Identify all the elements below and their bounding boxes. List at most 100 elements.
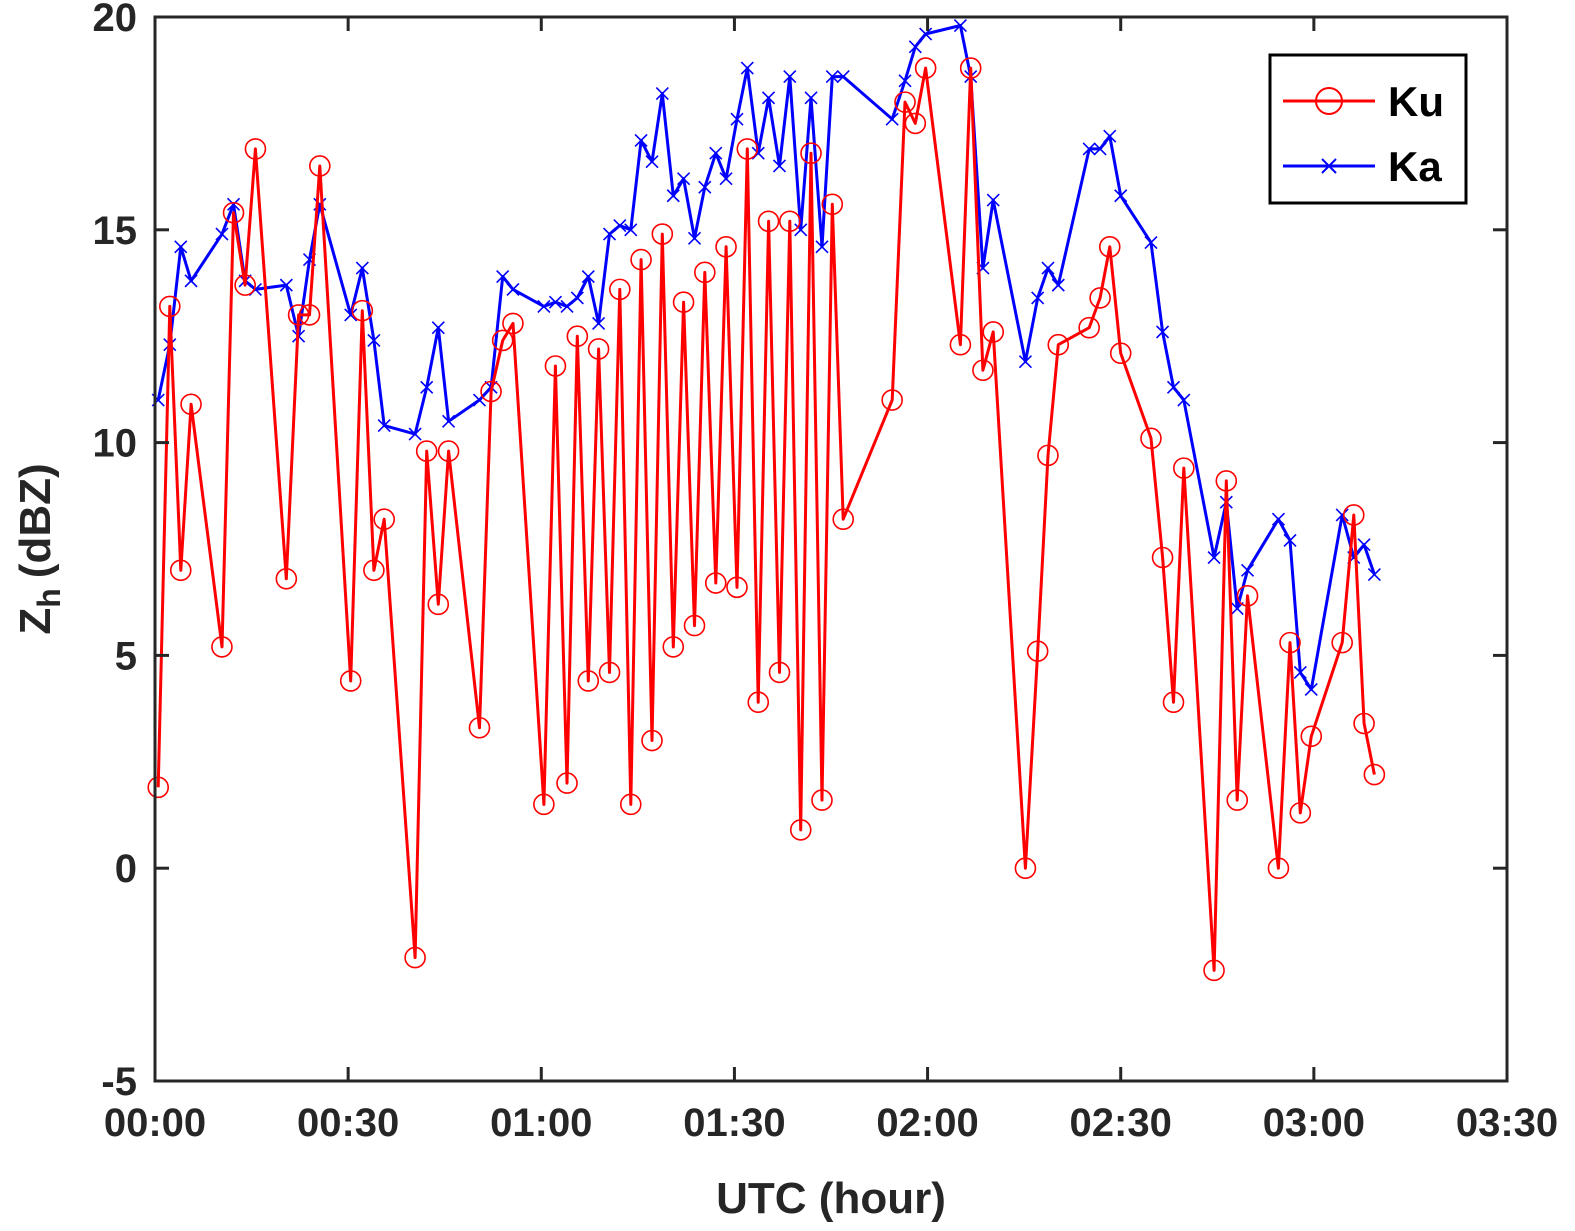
data-point-ku [1037, 444, 1059, 467]
data-point-ka [377, 419, 391, 433]
x-tick-label: 01:00 [490, 1101, 592, 1145]
data-point-ku [1140, 427, 1162, 450]
data-point-ka [761, 91, 776, 105]
y-axis-title-unit: (dBZ) [11, 463, 60, 578]
data-point-ku [427, 593, 450, 616]
data-point-ka [1018, 355, 1032, 369]
data-point-ka [279, 278, 293, 292]
data-point-ka [367, 333, 381, 348]
data-point-ka [1357, 538, 1371, 552]
data-point-ku [1267, 857, 1290, 880]
data-point-ka [472, 393, 487, 407]
data-point-ku [298, 304, 321, 326]
data-point-ka [908, 40, 922, 54]
data-point-ku [800, 142, 822, 164]
data-point-ku [641, 729, 663, 752]
data-point-ku [704, 572, 727, 594]
y-axis-title: Zh (dBZ) [11, 463, 67, 634]
data-point-ku [881, 389, 903, 411]
series-layer [147, 18, 1386, 982]
data-point-ku [234, 274, 256, 296]
data-point-ka [815, 240, 829, 254]
data-point-ku [147, 776, 170, 799]
data-point-ka [898, 74, 912, 88]
data-point-ka [709, 146, 723, 160]
series-line-ku [156, 66, 1376, 972]
data-point-ku [544, 355, 567, 377]
data-point-ku [1363, 763, 1386, 786]
data-point-ku [339, 670, 362, 692]
data-point-ka [570, 291, 584, 305]
legend-label-ka: Ka [1388, 143, 1442, 190]
data-point-ka [804, 91, 818, 105]
data-point-ku [972, 359, 994, 382]
data-point-ku [1047, 333, 1070, 356]
data-point-ku [180, 393, 202, 416]
data-point-ku [1026, 640, 1049, 662]
data-point-ku [672, 291, 695, 313]
data-point-ka [719, 172, 733, 186]
data-point-ku [1173, 457, 1195, 479]
data-point-ka [496, 270, 510, 284]
data-point-ka [677, 172, 691, 186]
legend: Ku Ka [1268, 53, 1468, 205]
data-point-ka [986, 193, 1000, 207]
y-tick-label: 20 [93, 0, 138, 40]
data-point-ka [1051, 278, 1065, 292]
data-point-ku [747, 691, 770, 714]
data-point-ka [624, 223, 638, 237]
x-axis-title: UTC (hour) [716, 1174, 946, 1223]
data-point-ka [634, 133, 648, 147]
data-point-ku [768, 661, 791, 684]
data-point-ku [914, 57, 937, 79]
data-point-ka [613, 218, 627, 233]
legend-marker-ku [1315, 87, 1343, 115]
x-tick-label: 01:30 [683, 1101, 785, 1145]
data-point-ku [789, 819, 812, 841]
data-point-ka [885, 112, 899, 126]
data-point-ka [655, 87, 669, 101]
data-point-ku [1089, 287, 1111, 309]
data-point-ka [442, 414, 456, 428]
data-point-ka [783, 70, 797, 84]
data-point-ku [904, 112, 927, 135]
data-point-ku [468, 716, 491, 739]
data-point-ku [811, 789, 833, 811]
data-point-ka [420, 380, 434, 394]
data-point-ka [772, 159, 787, 173]
data-point-ka [506, 282, 520, 296]
y-axis-title-main: Z [11, 608, 60, 635]
data-point-ku [480, 380, 502, 403]
data-point-ka [431, 321, 445, 335]
data-point-ku [1279, 631, 1301, 654]
data-point-ka [537, 299, 551, 313]
data-point-ku [404, 946, 426, 969]
data-point-ka [794, 223, 808, 237]
y-tick-label: 10 [93, 422, 138, 466]
data-point-ku [533, 793, 555, 816]
data-point-ku [982, 321, 1005, 343]
data-point-ku [959, 57, 982, 79]
data-point-ka [1103, 129, 1117, 143]
data-point-ku [491, 329, 514, 352]
y-tick-label: -5 [101, 1060, 137, 1104]
y-tick-label: 15 [93, 209, 138, 253]
data-point-ku [1203, 959, 1225, 982]
data-point-ku [715, 236, 737, 258]
data-point-ku [287, 304, 310, 326]
data-point-ka [344, 308, 358, 322]
x-tick-label: 02:00 [876, 1101, 978, 1145]
data-point-ka [1041, 261, 1055, 275]
data-point-ku [683, 614, 706, 637]
data-point-ka [355, 261, 369, 275]
data-point-ku [1162, 691, 1185, 714]
data-point-ku [587, 338, 610, 360]
data-point-ku [1014, 857, 1037, 880]
ticks-layer [153, 15, 1509, 1083]
data-point-ku [609, 278, 631, 301]
data-point-ka [740, 61, 754, 75]
y-tick-label: 5 [115, 634, 137, 678]
data-point-ka [1114, 189, 1128, 203]
data-point-ku [363, 559, 385, 582]
data-point-ku [211, 636, 233, 658]
